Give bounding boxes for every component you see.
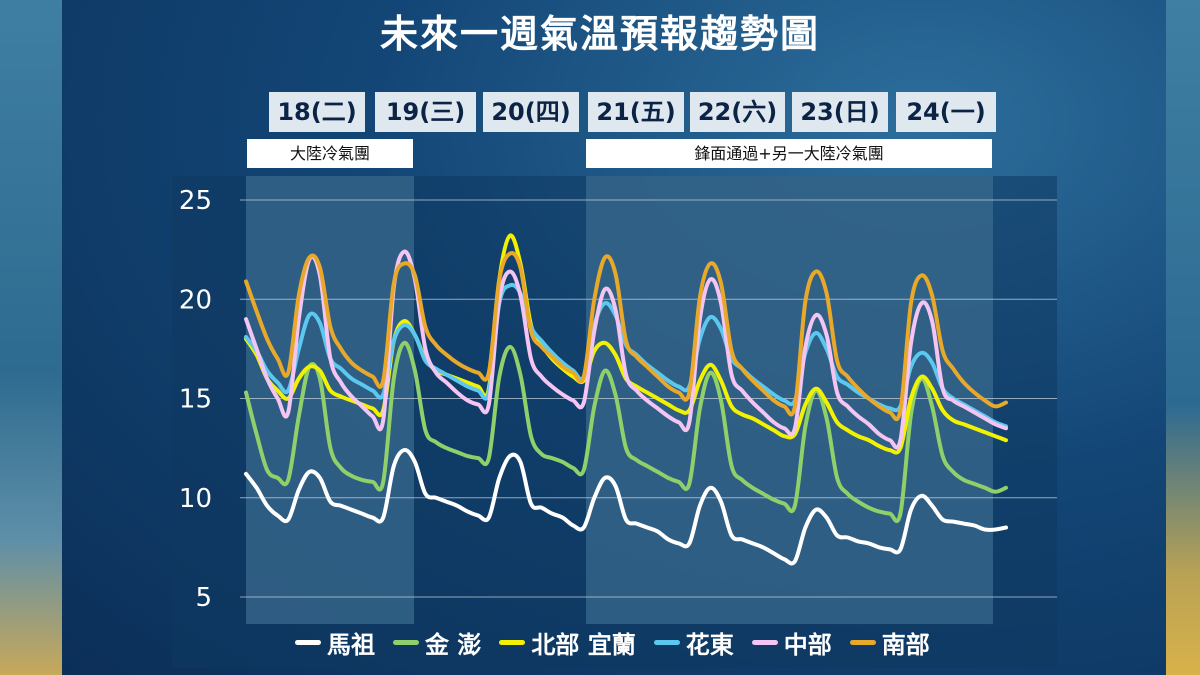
- legend-label: 花東: [685, 630, 734, 659]
- day-label-18: 18(二): [269, 92, 365, 132]
- day-label-21: 21(五): [588, 92, 684, 132]
- legend-item-hualien-taitung: 花東: [653, 625, 734, 660]
- day-label-20: 20(四): [483, 92, 579, 132]
- legend-label: 中部: [783, 630, 832, 659]
- day-label-19: 19(三): [375, 92, 476, 132]
- shade-period-1: [246, 176, 414, 624]
- legend-swatch: [849, 639, 876, 645]
- series-line-5: [244, 251, 1008, 422]
- legend-swatch: [751, 639, 778, 645]
- y-tick-label: 15: [179, 385, 212, 415]
- left-background-strip: [0, 0, 62, 675]
- day-label-24: 24(一): [896, 92, 996, 132]
- legend-item-kinmen-penghu: 金 澎: [393, 625, 481, 660]
- legend-swatch: [499, 639, 526, 645]
- chart-title: 未來一週氣溫預報趨勢圖: [379, 12, 820, 56]
- y-tick-label: 10: [179, 484, 212, 514]
- legend: 馬祖 金 澎 北部 宜蘭 花東 中部 南部: [295, 622, 930, 662]
- legend-item-north-yilan: 北部 宜蘭: [499, 625, 636, 660]
- legend-label: 南部: [881, 630, 930, 659]
- series-line-1: [244, 340, 1008, 524]
- y-tick-label: 5: [195, 583, 212, 613]
- series-line-4: [244, 249, 1008, 450]
- series-line-0: [244, 448, 1008, 566]
- legend-item-central: 中部: [751, 625, 832, 660]
- legend-item-south: 南部: [849, 625, 930, 660]
- legend-label: 北部 宜蘭: [531, 630, 636, 659]
- legend-item-matsu: 馬祖: [295, 625, 375, 660]
- day-label-22: 22(六): [690, 92, 785, 132]
- y-tick-label: 25: [179, 186, 212, 216]
- legend-label: 金 澎: [425, 630, 482, 659]
- legend-swatch: [295, 639, 321, 645]
- legend-label: 馬祖: [327, 630, 375, 659]
- legend-swatch: [393, 639, 419, 645]
- front-passage-note: 鋒面通過+另一大陸冷氣團: [586, 139, 992, 168]
- day-label-23: 23(日): [792, 92, 888, 132]
- y-tick-label: 20: [179, 285, 212, 315]
- legend-swatch: [653, 639, 680, 645]
- right-background-strip: [1166, 0, 1200, 675]
- shade-period-2: [586, 176, 993, 624]
- cold-air-note: 大陸冷氣團: [247, 139, 413, 168]
